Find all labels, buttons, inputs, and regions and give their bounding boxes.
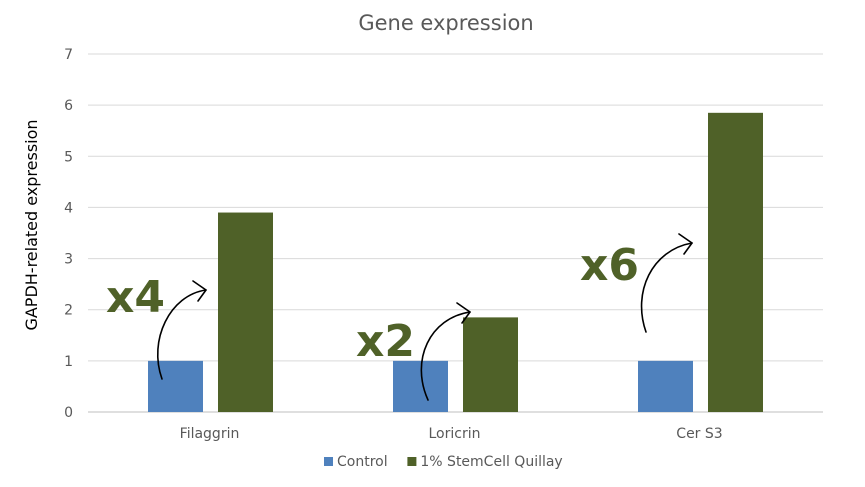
bar-cer-s3-control xyxy=(638,360,693,412)
legend: Control 1% StemCell Quillay xyxy=(324,454,563,470)
legend-label: 1% StemCell Quillay xyxy=(420,454,562,470)
x-tick-label: Cer S3 xyxy=(676,426,722,442)
y-tick-label: 4 xyxy=(64,200,73,216)
bars xyxy=(148,112,763,413)
legend-swatch xyxy=(324,457,333,466)
y-tick-label: 2 xyxy=(64,303,73,319)
y-tick-label: 5 xyxy=(64,149,73,165)
arrow-head xyxy=(678,233,693,255)
arrow-curve xyxy=(420,311,471,401)
y-tick-label: 7 xyxy=(64,47,73,63)
y-tick-labels: 0 1 2 3 4 5 6 7 xyxy=(64,47,73,421)
fold-change-label: x2 xyxy=(356,316,415,367)
chart-title: Gene expression xyxy=(358,11,533,35)
y-tick-label: 1 xyxy=(64,354,73,370)
bar-loricrin-treated xyxy=(463,317,518,412)
bar-filaggrin-control xyxy=(148,360,203,412)
fold-change-label: x4 xyxy=(106,272,165,323)
bar-loricrin-control xyxy=(393,360,448,412)
legend-swatch xyxy=(407,457,417,466)
arrow-head xyxy=(456,302,471,324)
x-tick-label: Loricrin xyxy=(429,426,481,442)
legend-label: Control xyxy=(337,454,388,470)
x-tick-labels: Filaggrin Loricrin Cer S3 xyxy=(180,426,723,442)
arrow-curve xyxy=(640,242,693,333)
fold-change-annotations: x4 x2 x6 xyxy=(106,233,693,401)
y-tick-label: 0 xyxy=(64,405,73,421)
fold-change-label: x6 xyxy=(580,240,639,291)
y-axis-label: GAPDH-related expression xyxy=(22,119,41,330)
bar-cer-s3-treated xyxy=(708,112,763,413)
y-tick-label: 3 xyxy=(64,252,73,268)
gridlines xyxy=(88,53,823,413)
y-tick-label: 6 xyxy=(64,98,73,114)
arrow-curve xyxy=(157,289,207,380)
bar-filaggrin-treated xyxy=(218,212,273,412)
arrow-head xyxy=(192,280,207,302)
x-tick-label: Filaggrin xyxy=(180,426,240,442)
